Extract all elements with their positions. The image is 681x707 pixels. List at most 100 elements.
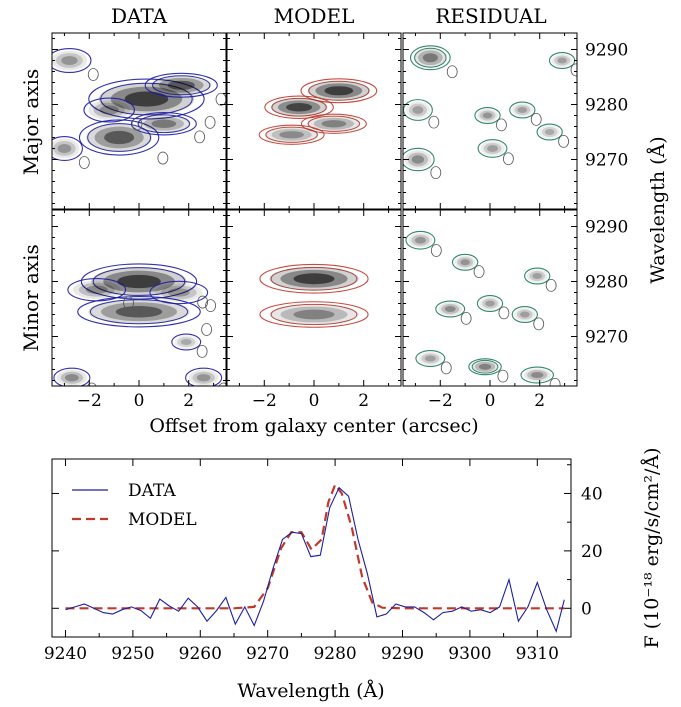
intensity-halo: [72, 280, 121, 299]
intensity-halo: [88, 100, 131, 120]
contour-outer: [415, 349, 446, 368]
spectrum-ylabel: F (10⁻¹⁸ erg/s/cm²/Å): [641, 448, 663, 649]
intensity-core: [61, 55, 78, 66]
intensity-halo: [477, 108, 498, 123]
contour-outer: [78, 119, 160, 156]
intensity-body: [313, 117, 355, 130]
negative-contour: [87, 68, 99, 81]
intensity-core: [487, 145, 498, 152]
negative-contour: [201, 323, 213, 336]
map-y-tick-label: 9270: [585, 151, 628, 171]
spectrum-y-tick-label: 20: [581, 542, 603, 562]
intensity-halo: [56, 369, 87, 386]
intensity-halo: [151, 75, 212, 96]
intensity-body: [441, 304, 460, 314]
contour-outer: [52, 135, 83, 162]
negative-contour: [570, 63, 577, 77]
map-y-tick-label: 9280: [585, 96, 628, 116]
spectrum-x-tick-label: 9240: [44, 644, 87, 664]
intensity-core: [104, 130, 135, 145]
intensity-core: [167, 80, 195, 90]
negative-contour: [197, 295, 209, 309]
contour-inner: [152, 75, 211, 96]
negative-contour: [205, 299, 216, 312]
intensity-body: [271, 128, 312, 141]
intensity-body: [516, 309, 533, 320]
intensity-core: [531, 371, 544, 379]
intensity-core: [124, 91, 169, 107]
intensity-body: [527, 370, 548, 380]
contour-outer: [259, 301, 369, 328]
contour-outer: [409, 45, 451, 71]
intensity-halo: [137, 114, 191, 133]
negative-contour: [123, 296, 134, 310]
contour-outer: [259, 263, 369, 294]
contour-inner: [137, 114, 191, 134]
negative-contour: [446, 65, 458, 79]
panel-content: [403, 45, 577, 179]
map-y-tick-label: 9280: [585, 273, 628, 293]
legend-data-label: DATA: [128, 481, 176, 501]
intensity-halo: [551, 53, 573, 68]
contour-outer: [468, 358, 502, 376]
contour-outer: [520, 366, 554, 384]
negative-contour: [460, 311, 472, 325]
intensity-core: [196, 374, 211, 382]
intensity-halo: [511, 103, 533, 117]
negative-contour: [473, 265, 485, 279]
intensity-halo: [174, 335, 199, 349]
contour-inner: [87, 123, 152, 152]
intensity-halo: [154, 283, 203, 302]
contour-outer: [476, 294, 504, 313]
negative-contour: [498, 306, 510, 320]
column-title-residual: RESIDUAL: [435, 4, 546, 28]
contour-outer: [52, 47, 92, 74]
intensity-body: [411, 234, 430, 246]
intensity-body: [479, 110, 496, 121]
contour-inner: [307, 115, 361, 132]
negative-contour: [440, 361, 452, 375]
negative-contour: [549, 377, 561, 386]
intensity-body: [177, 337, 196, 347]
intensity-core: [520, 311, 530, 318]
data-series-line: [65, 486, 565, 633]
intensity-core: [422, 53, 438, 63]
legend-model-label: MODEL: [128, 510, 197, 530]
map-x-tick-label: 2: [183, 391, 194, 411]
intensity-core: [321, 120, 347, 128]
contour-inner: [89, 299, 189, 325]
contour-outer: [185, 367, 223, 386]
intensity-core: [85, 285, 108, 294]
intensity-body: [474, 361, 496, 372]
intensity-halo: [514, 307, 536, 322]
intensity-core: [544, 128, 555, 136]
intensity-halo: [479, 296, 501, 311]
panel-minor-axis-model: −2 0 2: [226, 209, 402, 411]
contour-inner: [414, 47, 447, 68]
map-y-tick-label: 9270: [585, 328, 628, 348]
spectrum-x-tick-label: 9290: [381, 644, 424, 664]
contour-outer: [536, 123, 563, 141]
intensity-core: [478, 363, 492, 370]
negative-contour: [215, 92, 226, 106]
intensity-core: [151, 119, 177, 128]
intensity-halo: [188, 369, 219, 386]
contour-inner: [265, 126, 318, 143]
map-x-tick-label: −2: [428, 391, 453, 411]
intensity-body: [483, 143, 502, 154]
model-series-line: [65, 482, 565, 610]
intensity-halo: [471, 360, 499, 374]
intensity-halo: [88, 299, 190, 325]
spectrum-y-tick-label: 40: [581, 484, 603, 504]
intensity-core: [117, 274, 161, 289]
intensity-body: [529, 271, 546, 281]
contour-inner: [270, 266, 358, 291]
contour-outer: [53, 367, 91, 386]
intensity-halo: [454, 255, 476, 269]
intensity-body: [78, 282, 115, 297]
intensity-body: [418, 50, 443, 66]
intensity-core: [517, 106, 528, 114]
map-x-tick-label: −2: [77, 391, 102, 411]
panel-background: [52, 210, 226, 386]
intensity-body: [143, 116, 184, 131]
